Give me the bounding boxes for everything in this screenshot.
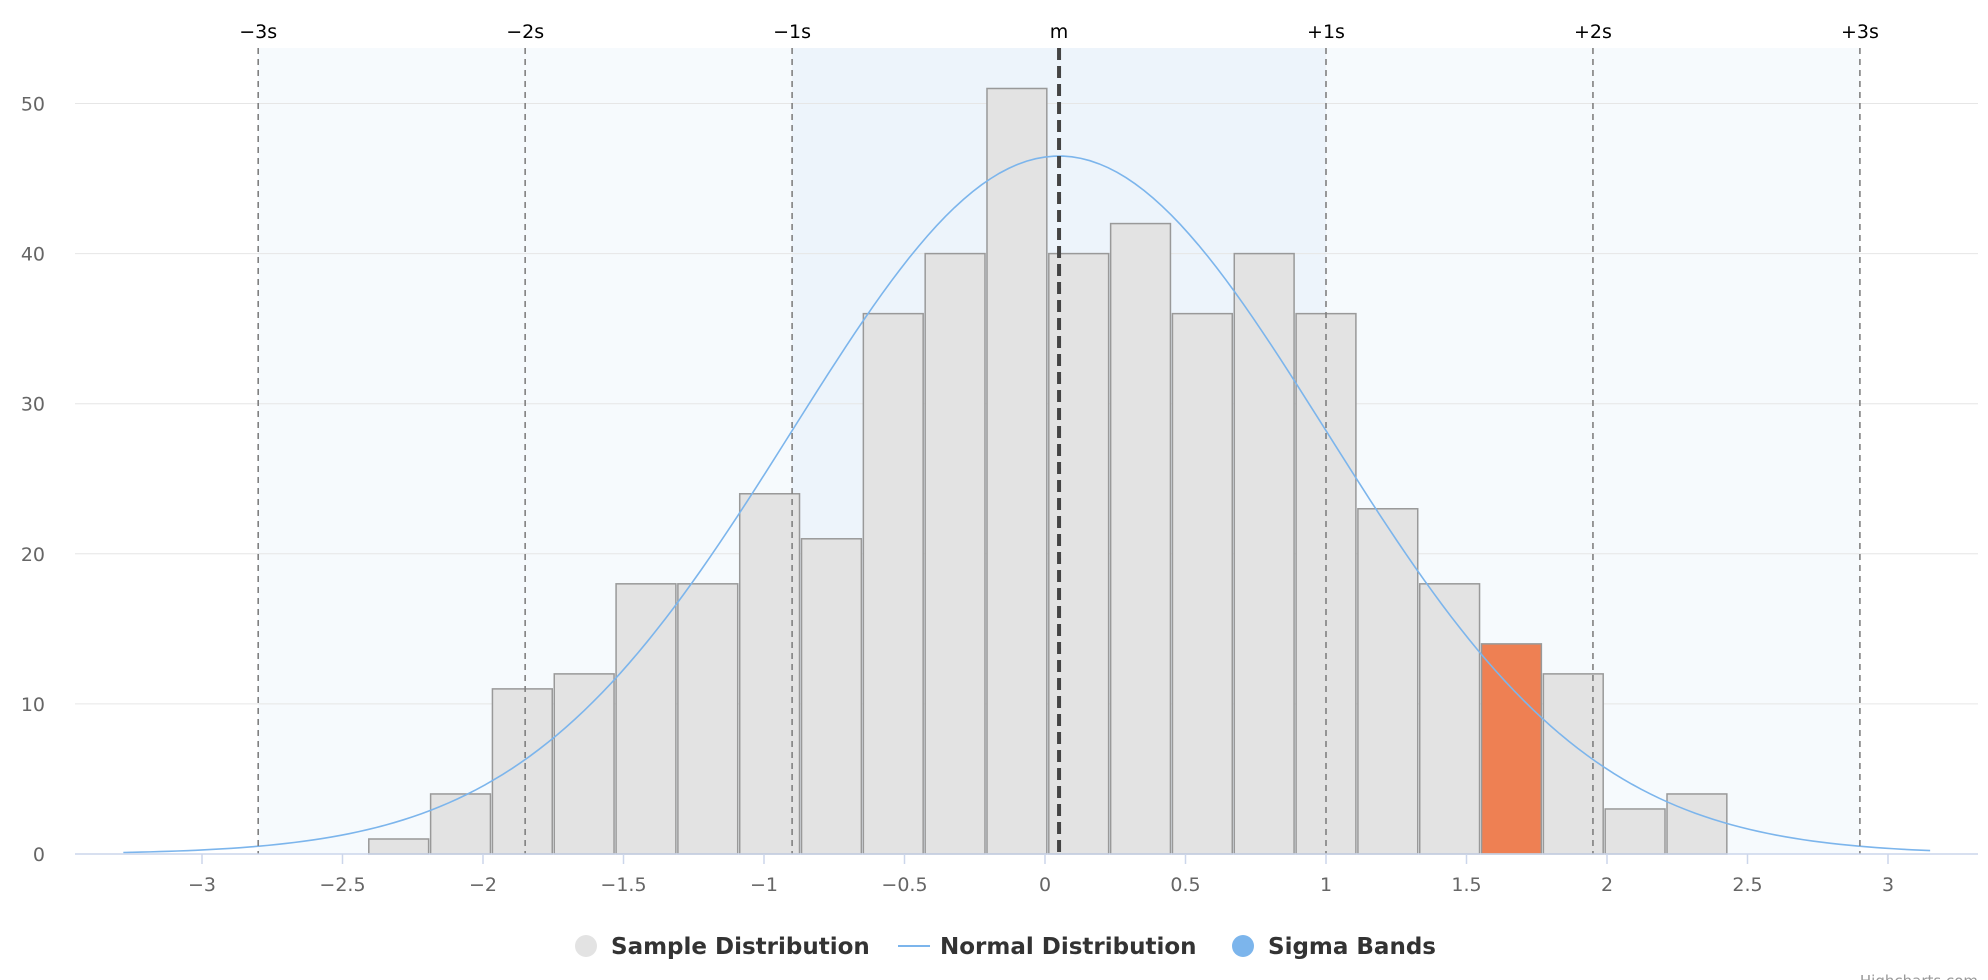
histogram-bar[interactable] [1604,808,1666,855]
legend-item-normal-distribution[interactable]: Normal Distribution [898,934,1197,960]
sigma-line-label: +2s [1574,21,1612,43]
sigma-line-label: −2s [506,21,544,43]
x-tick-label: 0.5 [1170,874,1200,896]
histogram-bar[interactable] [1542,673,1604,855]
x-tick-label: −1.5 [600,874,646,896]
legend: Sample Distribution Normal Distribution Si… [575,934,1436,960]
normal-curve-layer [123,155,1931,854]
histogram-bar[interactable] [1109,222,1172,855]
histogram-bar[interactable] [615,583,677,855]
legend-symbol-circle [1232,935,1254,957]
y-tick-label: 50 [21,94,45,116]
y-tick-label: 20 [21,544,45,566]
x-tick-label: −2 [469,874,497,896]
x-tick-label: 2.5 [1732,874,1762,896]
histogram-bar[interactable] [553,673,615,855]
y-tick-label: 30 [21,394,45,416]
histogram-bar[interactable] [1233,252,1295,855]
histogram-bar[interactable] [1666,793,1728,855]
histogram-bar[interactable] [1418,583,1481,855]
histogram-bar[interactable] [862,312,924,855]
histogram-bar[interactable] [491,688,553,855]
histogram-bar[interactable] [986,87,1048,855]
histogram-bar[interactable] [738,493,801,855]
histogram-bar[interactable] [1357,508,1419,855]
sigma-line-label: m [1050,21,1069,43]
x-tick-label: −0.5 [881,874,927,896]
legend-label: Normal Distribution [940,934,1197,960]
sigma-line-label: +3s [1841,21,1879,43]
x-tick-label: 1.5 [1451,874,1481,896]
x-tick-label: 3 [1882,874,1894,896]
sigma-line-label: −1s [773,21,811,43]
normal-distribution-line[interactable] [123,155,1931,854]
y-tick-label: 0 [33,844,45,866]
histogram-bar[interactable] [368,838,430,855]
x-tick-label: −3 [188,874,216,896]
histogram-bar[interactable] [677,583,739,855]
x-tick-label: −2.5 [319,874,365,896]
histogram-bar[interactable] [800,538,863,855]
sigma-line-label: +1s [1307,21,1345,43]
histogram-bar[interactable] [1480,643,1543,855]
credits-text[interactable]: Highcharts.com [1860,972,1978,980]
legend-item-sample-distribution[interactable]: Sample Distribution [575,934,870,960]
x-tick-label: 1 [1320,874,1332,896]
legend-symbol-circle [575,935,597,957]
x-tick-label: 0 [1039,874,1051,896]
histogram-bar[interactable] [924,252,986,855]
legend-label: Sigma Bands [1268,934,1436,960]
y-tick-label: 10 [21,694,45,716]
histogram-bar[interactable] [1171,312,1234,855]
x-tick-label: −1 [750,874,778,896]
x-tick-label: 2 [1601,874,1613,896]
legend-item-sigma-bands[interactable]: Sigma Bands [1232,934,1436,960]
y-tick-label: 40 [21,244,45,266]
sigma-line-label: −3s [239,21,277,43]
sigma-lines-layer: −3s −2s −1s m +1s +2s +3s [239,21,1879,854]
axes-layer: 0 10 20 30 40 50 −3 −2.5 −2 −1.5 −1 −0.5 0 0.5 1 1.5 2 2.… [21,94,1978,896]
legend-label: Sample Distribution [611,934,870,960]
histogram-bar[interactable] [429,793,492,855]
